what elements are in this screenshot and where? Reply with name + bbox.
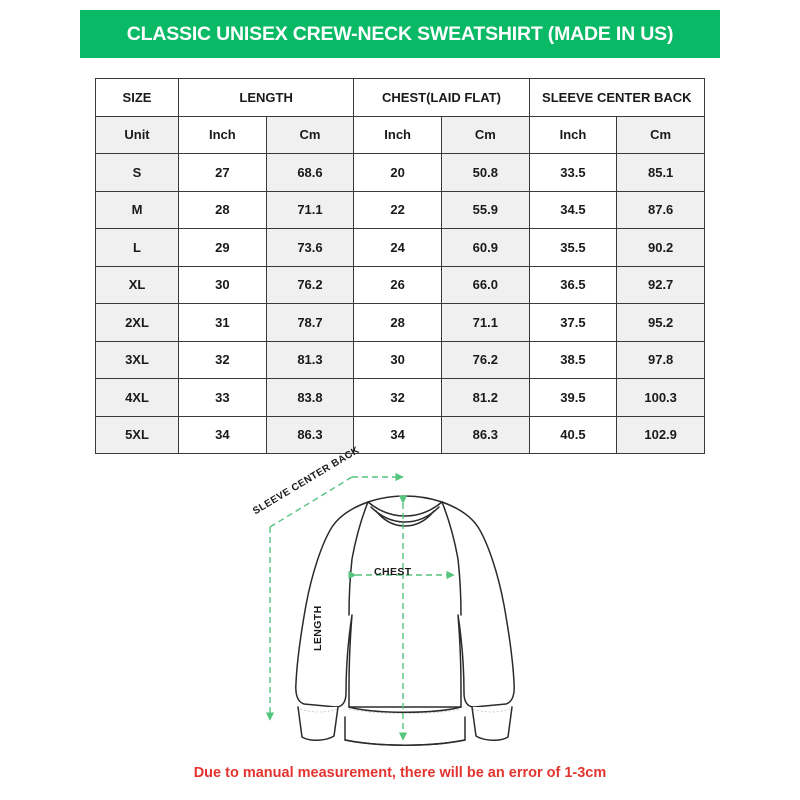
table-row: 4XL 33 83.8 32 81.2 39.5 100.3: [95, 378, 705, 417]
cell-length-inch: 27: [178, 153, 267, 192]
body-and-sleeves: [295, 495, 515, 708]
cell-sleeve-inch: 33.5: [528, 153, 618, 192]
cell-sleeve-cm: 97.8: [616, 340, 705, 379]
right-cuff: [471, 706, 513, 741]
measure-guides-front: [348, 495, 455, 741]
cell-length-inch: 30: [178, 265, 267, 304]
cell-length-cm: 83.8: [265, 378, 355, 417]
table-row: 5XL 34 86.3 34 86.3 40.5 102.9: [95, 415, 705, 454]
cell-chest-cm: 71.1: [440, 303, 530, 342]
cell-sleeve-cm: 85.1: [616, 153, 705, 192]
cell-length-cm: 78.7: [265, 303, 355, 342]
cell-sleeve-cm: 87.6: [616, 190, 705, 229]
cell-sleeve-cm: 95.2: [616, 303, 705, 342]
cell-size: 5XL: [95, 415, 179, 454]
unit-length-cm: Cm: [265, 115, 355, 154]
cell-chest-cm: 55.9: [440, 190, 530, 229]
cell-sleeve-inch: 34.5: [528, 190, 618, 229]
size-chart-table: SIZE LENGTH CHEST(LAID FLAT) SLEEVE CENT…: [95, 78, 706, 454]
left-armhole-seam: [348, 501, 369, 616]
unit-sleeve-cm: Cm: [616, 115, 705, 154]
cell-size: 4XL: [95, 378, 179, 417]
cell-length-cm: 81.3: [265, 340, 355, 379]
cell-sleeve-inch: 36.5: [528, 265, 618, 304]
column-group-chest: CHEST(LAID FLAT): [353, 78, 530, 117]
table-group-header-row: SIZE LENGTH CHEST(LAID FLAT) SLEEVE CENT…: [95, 78, 706, 117]
cell-sleeve-inch: 39.5: [528, 378, 618, 417]
unit-label: Unit: [95, 115, 179, 154]
cell-length-inch: 33: [178, 378, 267, 417]
cell-length-cm: 71.1: [265, 190, 355, 229]
cell-chest-cm: 66.0: [440, 265, 530, 304]
table-body: S 27 68.6 20 50.8 33.5 85.1 M 28 71.1 22…: [95, 153, 705, 454]
cell-chest-inch: 34: [353, 415, 442, 454]
table-head: SIZE LENGTH CHEST(LAID FLAT) SLEEVE CENT…: [95, 78, 706, 154]
cell-length-cm: 68.6: [265, 153, 355, 192]
unit-length-inch: Inch: [178, 115, 267, 154]
cell-chest-inch: 24: [353, 228, 442, 267]
cell-chest-inch: 22: [353, 190, 442, 229]
cell-length-inch: 34: [178, 415, 267, 454]
cell-sleeve-inch: 40.5: [528, 415, 618, 454]
cell-size: S: [95, 153, 179, 192]
cell-chest-cm: 76.2: [440, 340, 530, 379]
table-unit-header-row: Unit Inch Cm Inch Cm Inch Cm: [95, 115, 705, 154]
cell-sleeve-inch: 35.5: [528, 228, 618, 267]
cell-chest-inch: 30: [353, 340, 442, 379]
size-chart-table-wrapper: SIZE LENGTH CHEST(LAID FLAT) SLEEVE CENT…: [95, 78, 706, 454]
cell-sleeve-cm: 90.2: [616, 228, 705, 267]
cell-chest-inch: 26: [353, 265, 442, 304]
measurement-disclaimer: Due to manual measurement, there will be…: [193, 765, 607, 781]
cell-length-inch: 32: [178, 340, 267, 379]
cell-sleeve-cm: 92.7: [616, 265, 705, 304]
cell-chest-inch: 28: [353, 303, 442, 342]
right-armhole-seam: [441, 501, 462, 616]
unit-chest-inch: Inch: [353, 115, 442, 154]
column-group-sleeve-center-back: SLEEVE CENTER BACK: [528, 78, 706, 117]
cell-size: XL: [95, 265, 179, 304]
cell-chest-cm: 86.3: [440, 415, 530, 454]
cell-size: 3XL: [95, 340, 179, 379]
cell-chest-cm: 60.9: [440, 228, 530, 267]
cell-size: 2XL: [95, 303, 179, 342]
hem-bottom-line: [344, 739, 466, 746]
unit-chest-cm: Cm: [440, 115, 530, 154]
length-measure-label: LENGTH: [312, 605, 324, 651]
cell-length-inch: 31: [178, 303, 267, 342]
table-row: XL 30 76.2 26 66.0 36.5 92.7: [95, 265, 705, 304]
cell-chest-inch: 32: [353, 378, 442, 417]
cell-length-inch: 29: [178, 228, 267, 267]
cell-size: L: [95, 228, 179, 267]
cell-length-cm: 76.2: [265, 265, 355, 304]
page-title: CLASSIC UNISEX CREW-NECK SWEATSHIRT (MAD…: [126, 22, 674, 45]
unit-sleeve-inch: Inch: [528, 115, 618, 154]
table-row: 2XL 31 78.7 28 71.1 37.5 95.2: [95, 303, 705, 342]
chest-measure-label: CHEST: [374, 566, 412, 578]
hem-band: [344, 716, 466, 746]
sweatshirt-illustration: [265, 472, 515, 746]
column-group-length: LENGTH: [177, 78, 355, 117]
measure-guides: [265, 472, 404, 721]
cell-length-cm: 86.3: [265, 415, 355, 454]
cell-length-inch: 28: [178, 190, 267, 229]
cell-chest-cm: 81.2: [440, 378, 530, 417]
cell-chest-cm: 50.8: [440, 153, 530, 192]
table-row: 3XL 32 81.3 30 76.2 38.5 97.8: [95, 340, 705, 379]
table-row: M 28 71.1 22 55.9 34.5 87.6: [95, 190, 705, 229]
sleeve-diagonal-guide: [269, 476, 353, 528]
sweatshirt-outline: [295, 495, 515, 746]
garment-measurement-diagram: SLEEVE CENTER BACK CHEST LENGTH: [240, 445, 570, 755]
column-group-size: SIZE: [95, 78, 179, 117]
cell-sleeve-cm: 102.9: [616, 415, 705, 454]
table-row: L 29 73.6 24 60.9 35.5 90.2: [95, 228, 705, 267]
table-row: S 27 68.6 20 50.8 33.5 85.1: [95, 153, 705, 192]
title-banner: CLASSIC UNISEX CREW-NECK SWEATSHIRT (MAD…: [80, 10, 720, 58]
cell-chest-inch: 20: [353, 153, 442, 192]
left-cuff: [297, 706, 339, 741]
cell-length-cm: 73.6: [265, 228, 355, 267]
cell-sleeve-cm: 100.3: [616, 378, 705, 417]
cell-sleeve-inch: 37.5: [528, 303, 618, 342]
cell-sleeve-inch: 38.5: [528, 340, 618, 379]
cell-size: M: [95, 190, 179, 229]
